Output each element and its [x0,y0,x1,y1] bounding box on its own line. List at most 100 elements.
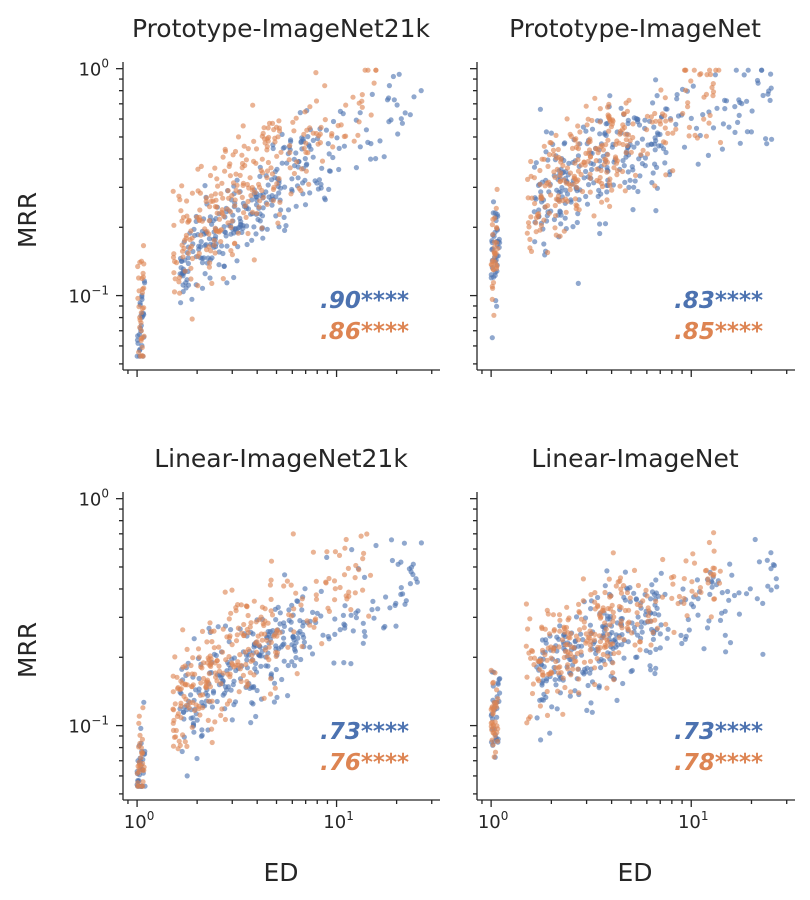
scatter-point-orange [571,645,577,651]
scatter-point-blue [336,145,342,151]
scatter-point-orange [618,586,624,592]
scatter-point-orange [652,110,658,117]
scatter-point-orange [635,582,642,589]
scatter-point-orange [605,114,612,120]
scatter-point-orange [182,663,188,669]
scatter-point-orange [632,172,639,178]
scatter-point-blue [210,690,217,696]
scatter-point-orange [303,140,309,146]
scatter-point-blue [282,184,288,190]
scatter-point-blue [322,197,328,203]
scatter-point-orange [177,686,183,693]
scatter-point-orange [224,206,230,212]
scatter-point-orange [219,649,226,655]
scatter-point-blue [310,154,316,160]
scatter-point-orange [708,614,714,620]
scatter-point-orange [658,87,664,93]
scatter-point-orange [652,183,658,189]
scatter-point-blue [178,300,184,306]
scatter-point-orange [238,602,244,608]
scatter-point-orange [222,589,228,595]
scatter-point-blue [674,92,680,98]
scatter-point-orange [287,143,293,149]
scatter-point-orange [552,174,558,180]
scatter-point-orange [493,205,499,211]
scatter-point-blue [652,147,658,153]
scatter-point-orange [220,154,226,160]
scatter-point-blue [341,660,347,666]
scatter-point-blue [558,221,564,227]
scatter-point-orange [180,254,186,260]
scatter-point-blue [288,139,294,145]
scatter-point-orange [262,631,268,637]
scatter-point-orange [597,639,604,645]
scatter-point-orange [274,181,280,187]
scatter-point-orange [607,203,613,209]
scatter-point-blue [682,636,688,642]
scatter-point-orange [592,631,598,638]
scatter-point-blue [277,621,283,627]
scatter-point-orange [203,195,209,201]
scatter-point-orange [304,618,310,624]
scatter-point-orange [211,242,217,248]
scatter-point-blue [630,207,636,213]
scatter-point-blue [722,97,728,103]
scatter-point-orange [206,264,212,270]
scatter-point-orange [606,128,612,134]
scatter-point-blue [584,707,590,714]
scatter-point-blue [596,187,602,193]
scatter-point-orange [665,130,671,136]
scatter-point-blue [209,704,215,710]
scatter-point-orange [607,176,613,182]
scatter-point-orange [228,224,234,230]
scatter-point-orange [137,740,143,747]
scatter-point-blue [764,557,770,563]
scatter-point-blue [694,577,701,583]
scatter-point-blue [353,610,359,616]
scatter-point-blue [626,184,632,190]
scatter-point-blue [656,612,662,618]
scatter-point-blue [586,182,592,188]
scatter-point-orange [206,218,212,224]
scatter-point-orange [284,578,290,584]
scatter-point-orange [180,214,187,220]
scatter-point-blue [279,160,285,166]
scatter-point-orange [189,190,195,196]
scatter-point-blue [318,588,324,595]
scatter-point-blue [309,651,316,657]
scatter-point-orange [291,170,297,177]
scatter-point-blue [531,164,538,170]
scatter-point-orange [182,739,188,745]
scatter-point-blue [543,129,550,135]
scatter-point-orange [208,198,214,204]
scatter-points [134,531,424,789]
scatter-point-orange [276,118,282,124]
scatter-point-blue [494,303,500,309]
scatter-point-orange [335,123,341,129]
scatter-point-blue [280,642,286,648]
scatter-point-orange [199,665,205,671]
scatter-points [134,67,424,359]
scatter-point-orange [701,116,707,122]
scatter-point-blue [264,226,270,232]
scatter-point-blue [194,755,200,762]
scatter-point-blue [400,591,406,597]
scatter-point-orange [538,222,545,229]
scatter-point-orange [492,700,498,706]
scatter-point-orange [190,655,196,661]
scatter-point-blue [690,604,697,610]
scatter-point-blue [652,611,658,617]
scatter-point-blue [305,134,311,140]
scatter-point-orange [608,641,614,648]
scatter-point-blue [281,635,287,641]
scatter-point-orange [307,622,313,628]
scatter-point-orange [668,117,674,123]
scatter-point-orange [710,93,716,99]
scatter-point-orange [587,175,593,181]
scatter-point-orange [717,139,724,146]
scatter-point-blue [701,646,707,652]
scatter-point-blue [348,612,354,618]
corr-orange: .85**** [674,319,763,345]
scatter-point-orange [567,635,573,641]
scatter-point-blue [557,208,563,214]
